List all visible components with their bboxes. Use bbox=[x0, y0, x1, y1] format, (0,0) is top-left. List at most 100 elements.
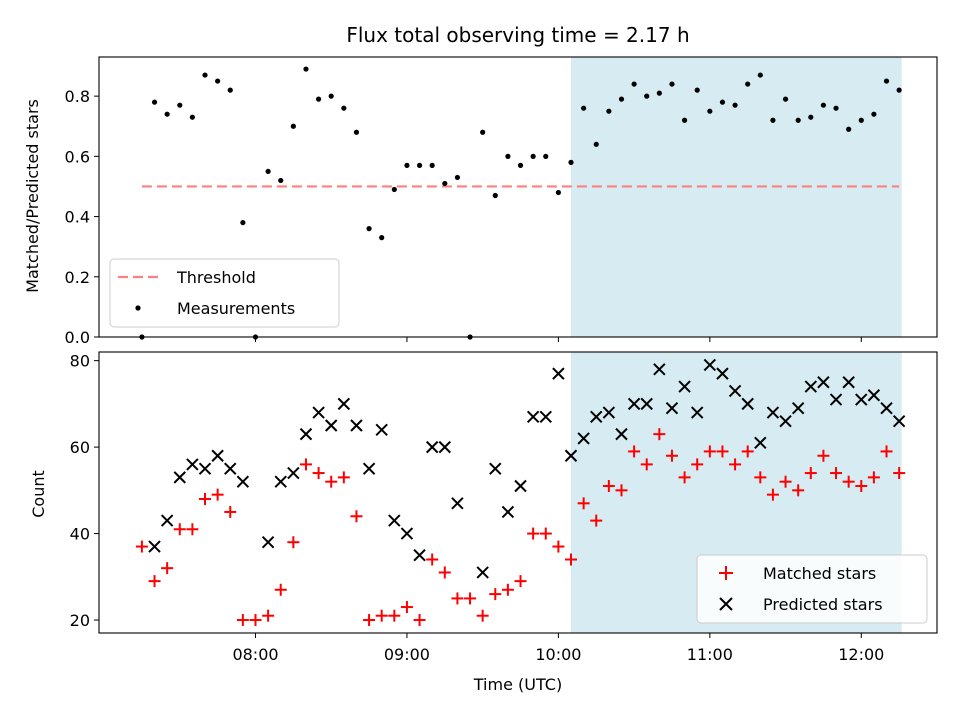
predicted-star-point bbox=[325, 419, 338, 432]
measurement-point bbox=[480, 129, 486, 135]
matched-star-point bbox=[173, 523, 186, 536]
matched-star-point bbox=[817, 449, 830, 462]
x-tick-label: 11:00 bbox=[687, 645, 733, 664]
count-panel: 20 40 60 80 08:00 09:00 10:00 11:00 12:00 Count… bbox=[29, 351, 938, 694]
measurement-point bbox=[669, 81, 675, 87]
x-tick-label: 12:00 bbox=[838, 645, 884, 664]
ratio-y-axis-label: Matched/Predicted stars bbox=[23, 99, 42, 293]
count-y-tick-label: 40 bbox=[70, 525, 90, 544]
ratio-y-ticks: 0.0 0.2 0.4 0.6 0.8 bbox=[65, 87, 99, 347]
measurement-point bbox=[278, 177, 284, 184]
matched-star-point bbox=[628, 445, 641, 458]
predicted-star-point bbox=[526, 410, 540, 424]
ratio-y-tick-label: 0.6 bbox=[65, 147, 90, 166]
matched-star-point bbox=[325, 475, 338, 488]
matched-star-point bbox=[552, 540, 565, 553]
ratio-x-ticks bbox=[254, 337, 862, 342]
predicted-legend-swatch bbox=[719, 597, 733, 611]
predicted-star-point bbox=[438, 440, 452, 454]
count-y-axis-label: Count bbox=[29, 470, 48, 518]
measurement-point bbox=[505, 153, 511, 159]
matched-star-point bbox=[337, 471, 350, 484]
measurement-point bbox=[151, 99, 158, 105]
measurement-point bbox=[177, 102, 183, 108]
measurement-point bbox=[644, 93, 650, 99]
measurement-point bbox=[681, 117, 688, 123]
predicted-star-point bbox=[362, 462, 376, 475]
predicted-star-point bbox=[627, 397, 641, 411]
predicted-star-point bbox=[766, 406, 780, 419]
matched-star-point bbox=[236, 614, 249, 627]
predicted-star-point bbox=[728, 384, 742, 398]
matched-star-point bbox=[577, 497, 590, 510]
count-y-tick-label: 60 bbox=[70, 438, 90, 457]
ratio-legend: Threshold Measurements bbox=[109, 258, 340, 328]
measurement-point bbox=[757, 72, 763, 78]
predicted-star-point bbox=[299, 427, 313, 441]
measurement-point bbox=[719, 99, 726, 105]
matched-star-point bbox=[678, 471, 691, 484]
x-tick-label: 08:00 bbox=[232, 645, 278, 664]
count-plot-frame bbox=[98, 351, 938, 634]
matched-star-point bbox=[274, 583, 287, 596]
measurement-point bbox=[227, 87, 233, 93]
matched-star-point bbox=[716, 445, 729, 458]
predicted-star-point bbox=[198, 462, 212, 475]
measurement-point bbox=[454, 174, 461, 181]
predicted-star-point bbox=[400, 527, 414, 540]
measurement-point bbox=[593, 141, 599, 147]
matched-star-point bbox=[363, 614, 376, 627]
measurement-point bbox=[745, 81, 751, 87]
predicted-star-point bbox=[186, 458, 199, 471]
predicted-star-point bbox=[577, 432, 590, 445]
predicted-star-point bbox=[855, 393, 868, 406]
measurement-point bbox=[164, 111, 170, 117]
measurement-point bbox=[820, 102, 827, 108]
predicted-star-point bbox=[501, 505, 515, 519]
predicted-star-point bbox=[425, 440, 439, 454]
predicted-star-point bbox=[653, 363, 666, 376]
predicted-star-point bbox=[173, 471, 186, 484]
predicted-star-point bbox=[337, 397, 351, 411]
predicted-star-point bbox=[552, 367, 565, 380]
predicted-star-point bbox=[703, 358, 717, 372]
matched-star-point bbox=[842, 475, 855, 488]
matched-star-point bbox=[489, 588, 502, 601]
matched-star-point bbox=[779, 475, 792, 488]
predicted-star-point bbox=[804, 380, 818, 393]
matched-star-point bbox=[299, 458, 312, 471]
matched-legend-swatch bbox=[719, 566, 733, 580]
predicted-star-point bbox=[602, 406, 616, 419]
measurement-point bbox=[846, 126, 852, 132]
predicted-star-point bbox=[817, 376, 830, 389]
matched-star-point bbox=[400, 601, 413, 614]
measurement-point bbox=[341, 105, 347, 111]
predicted-star-point bbox=[224, 462, 237, 475]
measurement-point bbox=[707, 108, 713, 114]
predicted-star-point bbox=[716, 367, 729, 380]
measurement-point bbox=[568, 159, 574, 165]
ratio-legend-box bbox=[109, 258, 340, 328]
matched-star-point bbox=[413, 614, 426, 627]
predicted-star-point bbox=[274, 475, 287, 488]
predicted-star-point bbox=[388, 514, 401, 527]
matched-star-point bbox=[539, 527, 552, 540]
matched-star-point bbox=[691, 458, 704, 471]
matched-star-point bbox=[804, 467, 817, 480]
measurement-point bbox=[429, 162, 435, 168]
count-legend-box bbox=[696, 554, 928, 624]
measurement-point bbox=[404, 162, 410, 168]
measurements-legend-label: Measurements bbox=[177, 299, 295, 318]
measurement-point bbox=[858, 117, 864, 123]
matched-star-point bbox=[514, 575, 527, 588]
predicted-star-point bbox=[754, 436, 767, 449]
predicted-star-point bbox=[312, 406, 325, 419]
predicted-star-point bbox=[665, 401, 679, 415]
predicted-star-point bbox=[287, 466, 300, 480]
measurement-point bbox=[202, 72, 208, 78]
count-x-ticks: 08:00 09:00 10:00 11:00 12:00 bbox=[232, 633, 884, 664]
measurement-point bbox=[606, 108, 612, 114]
ratio-y-tick-label: 0.4 bbox=[65, 208, 90, 227]
measurement-point bbox=[517, 162, 524, 168]
predicted-star-point bbox=[615, 427, 628, 441]
